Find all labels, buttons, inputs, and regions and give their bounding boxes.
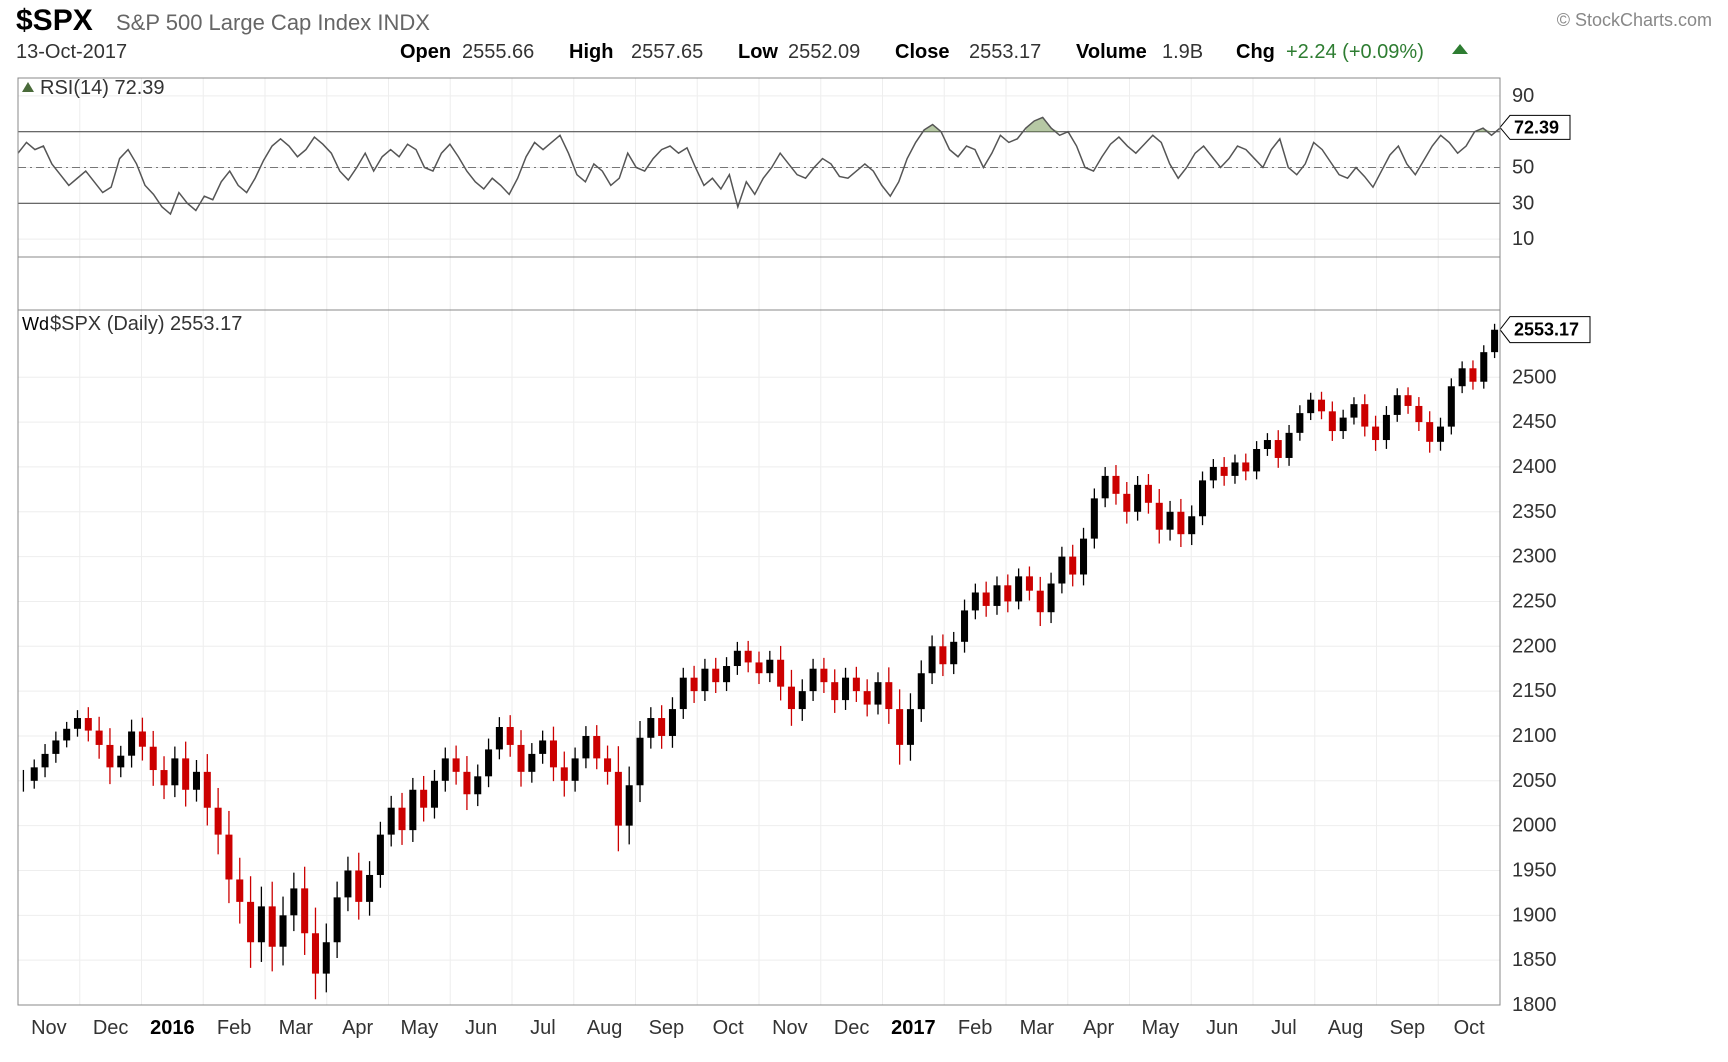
rsi-ytick: 30 <box>1512 192 1534 214</box>
date-label: 13-Oct-2017 <box>16 41 127 63</box>
price-ytick: 2100 <box>1512 725 1557 747</box>
price-ytick: 2200 <box>1512 635 1557 657</box>
price-ytick: 2300 <box>1512 546 1557 568</box>
rsi-ytick: 90 <box>1512 85 1534 107</box>
price-ytick: 1950 <box>1512 859 1557 881</box>
x-tick-label: Nov <box>772 1017 808 1039</box>
x-tick-label: Sep <box>649 1017 685 1039</box>
x-tick-label: Feb <box>217 1017 251 1039</box>
x-tick-label: 2017 <box>891 1017 936 1039</box>
x-tick-label: Feb <box>958 1017 992 1039</box>
ohlc-label: High <box>569 41 613 63</box>
stock-chart: $SPX S&P 500 Large Cap Index INDX © StockC… <box>0 0 1728 1062</box>
price-ytick: 2350 <box>1512 501 1557 523</box>
ohlc-label: Low <box>738 41 778 63</box>
x-tick-label: May <box>400 1017 438 1039</box>
x-tick-label: Dec <box>93 1017 129 1039</box>
x-tick-label: 2016 <box>150 1017 195 1039</box>
x-tick-label: Jun <box>1206 1017 1238 1039</box>
x-tick-label: Jun <box>465 1017 497 1039</box>
ohlc-value: 2553.17 <box>969 41 1041 63</box>
x-tick-label: Jul <box>530 1017 556 1039</box>
ohlc-label: Chg <box>1236 41 1275 63</box>
price-ytick: 2500 <box>1512 366 1557 388</box>
ohlc-value: 2552.09 <box>788 41 860 63</box>
attribution: © StockCharts.com <box>1557 10 1712 30</box>
price-ytick: 2150 <box>1512 680 1557 702</box>
price-ytick: 2000 <box>1512 815 1557 837</box>
x-tick-label: Jul <box>1271 1017 1297 1039</box>
x-tick-label: Apr <box>1083 1017 1114 1039</box>
x-tick-label: Apr <box>342 1017 373 1039</box>
price-ytick: 2450 <box>1512 411 1557 433</box>
x-tick-label: Oct <box>1454 1017 1486 1039</box>
ohlc-label: Open <box>400 41 451 63</box>
x-tick-label: Mar <box>1020 1017 1055 1039</box>
rsi-ytick: 50 <box>1512 157 1534 179</box>
x-tick-label: Aug <box>1328 1017 1364 1039</box>
ohlc-label: Close <box>895 41 949 63</box>
price-ytick: 2050 <box>1512 770 1557 792</box>
ohlc-value: 2557.65 <box>631 41 703 63</box>
ohlc-value: 2555.66 <box>462 41 534 63</box>
price-legend-icon: Wd <box>22 314 49 334</box>
price-ytick: 1800 <box>1512 994 1557 1016</box>
price-ytick: 2400 <box>1512 456 1557 478</box>
instrument-name: S&P 500 Large Cap Index INDX <box>116 10 430 35</box>
price-ytick: 1850 <box>1512 949 1557 971</box>
price-ytick: 1900 <box>1512 904 1557 926</box>
x-tick-label: Oct <box>713 1017 745 1039</box>
x-tick-label: Sep <box>1390 1017 1426 1039</box>
rsi-legend-label: RSI(14) 72.39 <box>40 77 165 99</box>
ohlc-label: Volume <box>1076 41 1147 63</box>
x-tick-label: Dec <box>834 1017 870 1039</box>
price-legend-label: $SPX (Daily) 2553.17 <box>50 313 242 335</box>
ohlc-value: 1.9B <box>1162 41 1203 63</box>
rsi-value-box-text: 72.39 <box>1514 117 1559 137</box>
rsi-ytick: 10 <box>1512 228 1534 250</box>
price-ytick: 2250 <box>1512 590 1557 612</box>
x-tick-label: Mar <box>279 1017 314 1039</box>
up-arrow-icon <box>1452 44 1468 54</box>
rsi-legend-icon <box>22 82 34 92</box>
ohlc-value: +2.24 (+0.09%) <box>1286 41 1424 63</box>
x-tick-label: Aug <box>587 1017 623 1039</box>
price-value-box-text: 2553.17 <box>1514 320 1579 340</box>
x-tick-label: Nov <box>31 1017 67 1039</box>
symbol-label: $SPX <box>16 4 93 37</box>
x-tick-label: May <box>1141 1017 1179 1039</box>
